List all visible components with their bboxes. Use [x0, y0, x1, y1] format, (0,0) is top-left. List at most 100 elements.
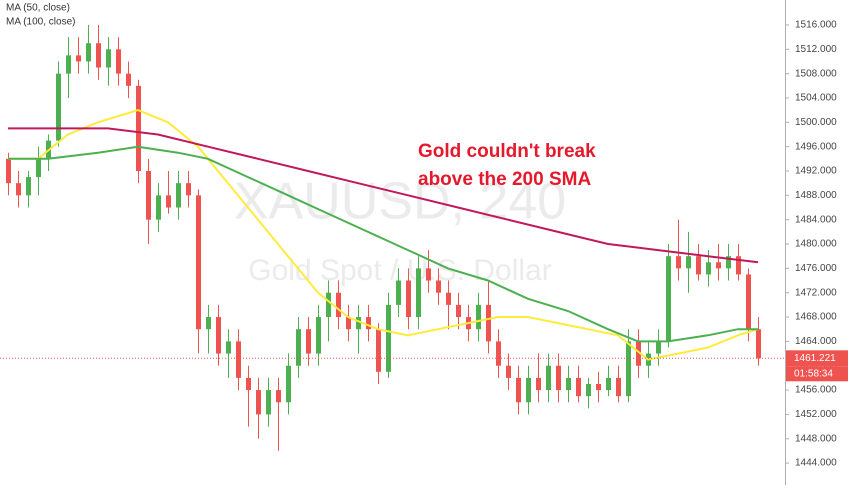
y-tick-label: 1492.000 — [795, 166, 837, 177]
candle-body — [596, 383, 601, 391]
candle-body — [536, 377, 541, 391]
countdown-box — [786, 366, 848, 382]
candle-body — [56, 73, 61, 141]
ma-line — [8, 109, 759, 361]
plot-area — [0, 24, 785, 451]
y-tick-label: 1456.000 — [795, 385, 837, 396]
candle-body — [676, 256, 681, 269]
y-tick-label: 1500.000 — [795, 117, 837, 128]
candle-body — [476, 304, 481, 330]
candle-body — [456, 304, 461, 318]
candle-body — [326, 292, 331, 318]
y-tick-label: 1484.000 — [795, 214, 837, 225]
candle-body — [16, 183, 21, 196]
candle-body — [286, 365, 291, 403]
candle-body — [376, 329, 381, 372]
ma-line — [8, 145, 758, 343]
legend-entry: MA (50, close) — [6, 3, 70, 14]
candle-body — [436, 280, 441, 293]
candle-body — [206, 317, 211, 330]
y-tick-label: 1448.000 — [795, 433, 837, 444]
candle-body — [546, 365, 551, 391]
candle-body — [336, 292, 341, 318]
candle-body — [316, 317, 321, 354]
candle-body — [606, 377, 611, 391]
candle-body — [356, 317, 361, 330]
annotation: above the 200 SMA — [418, 169, 591, 190]
candle-body — [666, 256, 671, 342]
candle-body — [136, 85, 141, 171]
y-tick-label: 1444.000 — [795, 458, 837, 469]
candle-body — [426, 268, 431, 281]
candle-body — [36, 158, 41, 178]
candle-body — [146, 170, 151, 220]
candle-body — [236, 341, 241, 378]
ma-line — [8, 127, 759, 264]
candle-body — [226, 341, 231, 354]
candle-body — [486, 304, 491, 342]
candle-body — [736, 256, 741, 275]
candle-body — [446, 292, 451, 305]
y-tick-label: 1452.000 — [795, 409, 837, 420]
candle-body — [706, 262, 711, 275]
candle-body — [86, 43, 91, 62]
candle-body — [386, 304, 391, 372]
countdown-label: 01:58:34 — [794, 368, 833, 379]
candle-body — [26, 177, 31, 196]
y-tick-label: 1512.000 — [795, 44, 837, 55]
candle-body — [506, 365, 511, 378]
candle-body — [636, 341, 641, 366]
candle-body — [66, 55, 71, 74]
candle-body — [306, 329, 311, 354]
candle-body — [686, 256, 691, 269]
candle-body — [726, 256, 731, 269]
candle-body — [156, 195, 161, 220]
y-tick-label: 1488.000 — [795, 190, 837, 201]
y-tick-label: 1480.000 — [795, 239, 837, 250]
candle-body — [346, 317, 351, 330]
candle-body — [186, 183, 191, 196]
candle-body — [616, 377, 621, 397]
candle-body — [626, 341, 631, 397]
y-tick-label: 1516.000 — [795, 20, 837, 31]
candle-body — [586, 383, 591, 397]
candle-body — [216, 317, 221, 354]
candle-body — [176, 183, 181, 208]
candle-body — [126, 73, 131, 86]
last-price-label: 1461.221 — [794, 353, 836, 364]
candle-body — [746, 274, 751, 330]
candle-body — [366, 317, 371, 330]
y-tick-label: 1496.000 — [795, 141, 837, 152]
candle-body — [756, 329, 761, 359]
candle-body — [576, 377, 581, 397]
y-tick-label: 1508.000 — [795, 68, 837, 79]
candle-body — [566, 377, 571, 391]
candle-body — [716, 262, 721, 269]
legend-entry: MA (100, close) — [6, 17, 75, 28]
candle-body — [166, 195, 171, 208]
y-tick-label: 1472.000 — [795, 287, 837, 298]
candle-body — [106, 49, 111, 68]
candle-body — [6, 158, 11, 184]
y-tick-label: 1468.000 — [795, 312, 837, 323]
candle-body — [266, 390, 271, 415]
candle-body — [96, 43, 101, 68]
candle-body — [656, 341, 661, 354]
candle-body — [516, 377, 521, 403]
last-price-box — [786, 350, 848, 367]
candle-body — [416, 268, 421, 318]
y-tick-label: 1464.000 — [795, 336, 837, 347]
candle-body — [76, 55, 81, 62]
candle-body — [276, 390, 281, 403]
candle-body — [296, 329, 301, 366]
candle-body — [256, 390, 261, 415]
candle-body — [196, 195, 201, 330]
candle-body — [526, 377, 531, 403]
candle-body — [406, 280, 411, 318]
candle-body — [696, 256, 701, 275]
annotation: Gold couldn't break — [418, 141, 596, 162]
candle-body — [496, 341, 501, 366]
candle-body — [116, 49, 121, 74]
